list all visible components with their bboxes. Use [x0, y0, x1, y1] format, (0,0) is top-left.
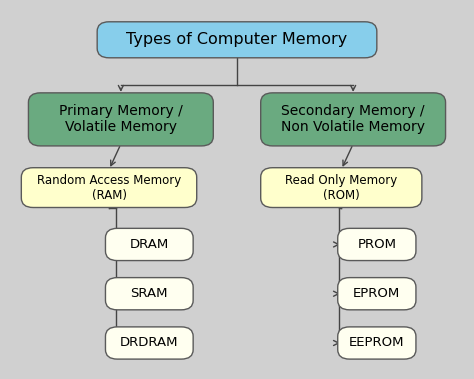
FancyBboxPatch shape — [105, 277, 193, 310]
Text: Primary Memory /
Volatile Memory: Primary Memory / Volatile Memory — [59, 104, 183, 135]
FancyBboxPatch shape — [337, 228, 416, 261]
Text: PROM: PROM — [357, 238, 396, 251]
FancyBboxPatch shape — [261, 93, 446, 146]
Text: EPROM: EPROM — [353, 287, 401, 300]
Text: Read Only Memory
(ROM): Read Only Memory (ROM) — [285, 174, 397, 202]
FancyBboxPatch shape — [105, 228, 193, 261]
Text: Secondary Memory /
Non Volatile Memory: Secondary Memory / Non Volatile Memory — [281, 104, 425, 135]
FancyBboxPatch shape — [105, 327, 193, 359]
Text: Types of Computer Memory: Types of Computer Memory — [127, 32, 347, 47]
FancyBboxPatch shape — [261, 168, 422, 208]
FancyBboxPatch shape — [97, 22, 377, 58]
FancyBboxPatch shape — [337, 277, 416, 310]
Text: Random Access Memory
(RAM): Random Access Memory (RAM) — [37, 174, 181, 202]
FancyBboxPatch shape — [28, 93, 213, 146]
FancyBboxPatch shape — [21, 168, 197, 208]
Text: DRAM: DRAM — [130, 238, 169, 251]
FancyBboxPatch shape — [337, 327, 416, 359]
Text: DRDRAM: DRDRAM — [120, 337, 179, 349]
Text: SRAM: SRAM — [130, 287, 168, 300]
Text: EEPROM: EEPROM — [349, 337, 405, 349]
